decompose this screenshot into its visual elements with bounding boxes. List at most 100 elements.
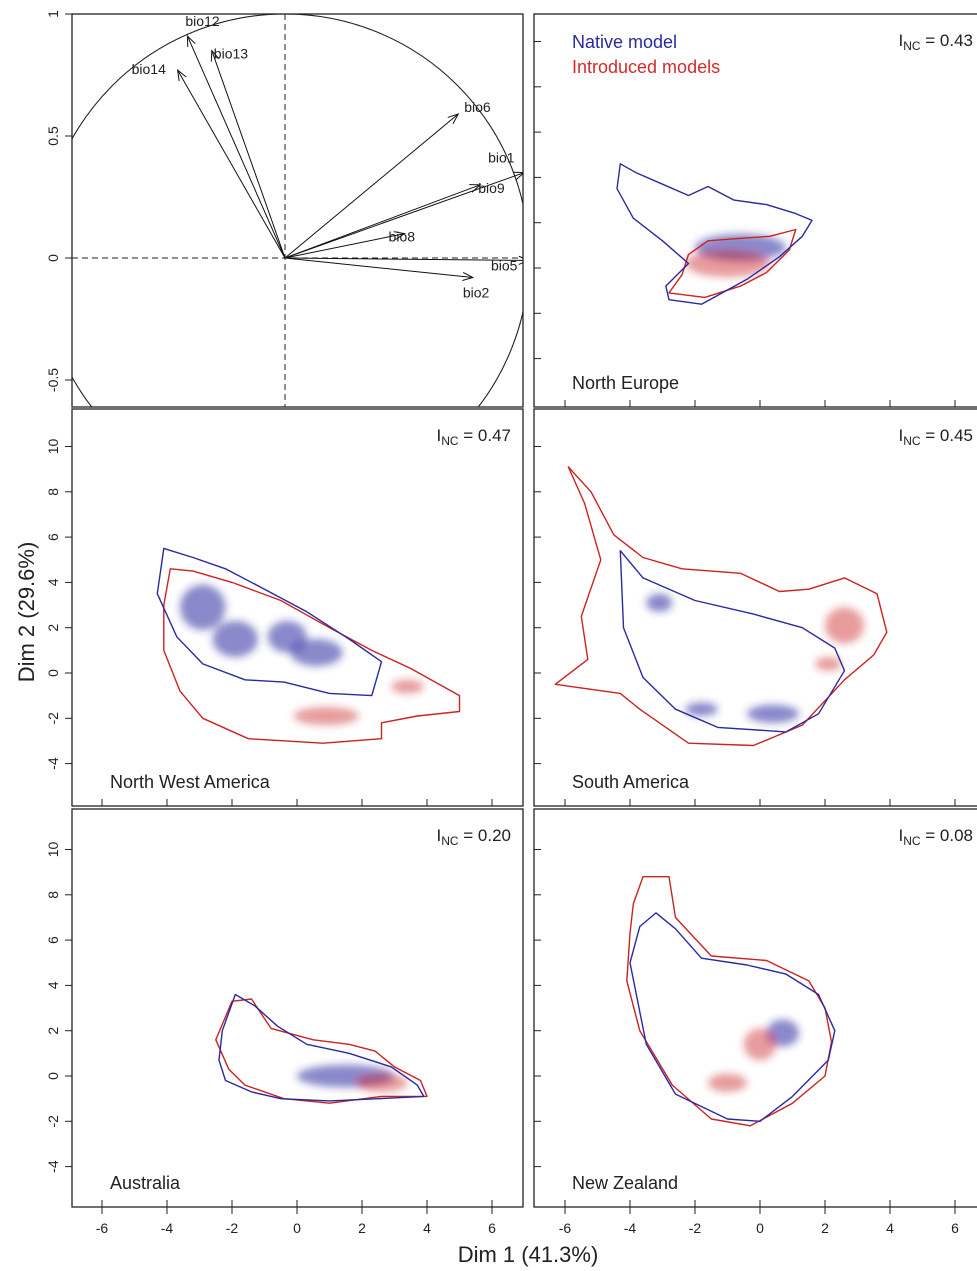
y-tick-label: 8 xyxy=(45,488,61,496)
arrow-head xyxy=(447,113,460,124)
introduced-contour xyxy=(215,998,428,1104)
y-tick-label: -4 xyxy=(45,1160,61,1173)
y-tick-label: 10 xyxy=(45,439,61,455)
loading-arrow xyxy=(186,35,286,259)
new-zealand-panel: -6 -4 -2 0 2 4 6 New Zealand INC = 0.08 xyxy=(533,808,977,1236)
native-density-blob xyxy=(212,620,258,658)
loading-arrow xyxy=(177,69,286,259)
inc-label: INC = 0.43 xyxy=(898,31,973,53)
region-label: North Europe xyxy=(572,373,679,393)
y-tick-label: 8 xyxy=(45,891,61,899)
loading-arrow xyxy=(284,233,405,259)
x-tick-label: 6 xyxy=(951,1220,959,1236)
inc-label: INC = 0.45 xyxy=(898,426,973,448)
y-tick-label: 2 xyxy=(45,1027,61,1035)
y-tick-label: -4 xyxy=(45,757,61,770)
loading-arrow xyxy=(284,172,523,259)
y-axis-label: Dim 2 (29.6%) xyxy=(14,542,39,683)
variable-label-bio9: bio9 xyxy=(478,180,505,196)
south-america-panel: South America INC = 0.45 xyxy=(533,408,977,807)
variable-label-bio8: bio8 xyxy=(389,229,416,245)
y-tick-label: -2 xyxy=(45,712,61,725)
y-tick-label: 0 xyxy=(45,254,61,262)
introduced-density-blob xyxy=(391,679,424,694)
region-label: New Zealand xyxy=(572,1173,678,1193)
introduced-contour xyxy=(163,568,461,744)
y-tick-label: 4 xyxy=(45,981,61,989)
introduced-density-blob xyxy=(293,706,359,726)
plot-area xyxy=(156,547,461,744)
y-tick-label: -0.5 xyxy=(45,368,61,392)
native-contour xyxy=(616,163,813,305)
y-tick-label: 0 xyxy=(45,1072,61,1080)
variable-label-bio14: bio14 xyxy=(132,61,166,77)
y-tick-label: -2 xyxy=(45,1115,61,1128)
x-tick-label: -6 xyxy=(559,1220,572,1236)
native-density-blob xyxy=(180,584,226,630)
inc-label: INC = 0.47 xyxy=(436,426,511,448)
native-contour xyxy=(156,547,383,697)
y-tick-label: 2 xyxy=(45,624,61,632)
region-label: Australia xyxy=(110,1173,181,1193)
y-tick-label: 10 xyxy=(45,842,61,858)
y-tick-label: 0 xyxy=(45,669,61,677)
introduced-density-blob xyxy=(815,657,842,671)
arrow-head xyxy=(518,255,523,265)
density-layer xyxy=(685,234,786,278)
x-tick-label: 6 xyxy=(488,1220,496,1236)
y-tick-label: 4 xyxy=(45,578,61,586)
loading-arrow xyxy=(211,50,286,259)
x-tick-label: -2 xyxy=(226,1220,239,1236)
x-tick-label: -6 xyxy=(96,1220,109,1236)
x-axis-label: Dim 1 (41.3%) xyxy=(458,1242,599,1267)
loading-arrow xyxy=(284,184,481,259)
arrow-head xyxy=(513,171,523,181)
variable-label-bio5: bio5 xyxy=(491,257,518,273)
introduced-contour xyxy=(554,466,888,747)
density-layer xyxy=(646,593,864,723)
native-contour xyxy=(629,912,836,1123)
x-tick-label: -2 xyxy=(689,1220,702,1236)
arrow-head xyxy=(462,271,475,282)
panel-frame xyxy=(71,808,524,1208)
panel-frame xyxy=(533,808,977,1208)
native-density-blob xyxy=(685,702,718,717)
inc-label: INC = 0.20 xyxy=(436,826,511,848)
arrow-head xyxy=(186,34,196,47)
arrow-head xyxy=(393,231,406,241)
region-label: South America xyxy=(572,772,690,792)
introduced-density-blob xyxy=(743,1028,777,1061)
variable-label-bio1: bio1 xyxy=(488,150,515,166)
x-tick-label: -4 xyxy=(161,1220,174,1236)
inc-label: INC = 0.08 xyxy=(898,826,973,848)
y-tick-label: 0.5 xyxy=(45,126,61,146)
region-label: North West America xyxy=(110,772,271,792)
introduced-density-blob xyxy=(685,249,770,278)
legend-native: Native model xyxy=(572,32,677,52)
x-tick-label: 2 xyxy=(358,1220,366,1236)
native-density-blob xyxy=(646,593,673,612)
loading-arrow xyxy=(284,113,459,259)
north-europe-panel: North Europe INC = 0.43 xyxy=(533,13,977,408)
native-density-blob xyxy=(747,704,799,723)
variable-label-bio12: bio12 xyxy=(185,13,219,29)
density-layer xyxy=(708,1019,799,1092)
x-tick-label: 4 xyxy=(423,1220,431,1236)
arrow-head xyxy=(469,184,482,193)
arrow-head xyxy=(176,68,187,82)
variable-label-bio2: bio2 xyxy=(463,285,490,301)
plot-area xyxy=(616,163,813,305)
variable-label-bio6: bio6 xyxy=(464,99,491,115)
introduced-density-blob xyxy=(708,1073,747,1092)
native-density-blob xyxy=(290,639,343,667)
variable-label-bio13: bio13 xyxy=(214,46,248,62)
x-tick-label: 4 xyxy=(886,1220,894,1236)
loading-arrow xyxy=(284,257,523,261)
y-tick-label: 6 xyxy=(45,936,61,944)
australia-panel: -6 -4 -2 0 2 4 6 -4 -2 0 2 4 6 8 10 Australia INC = 0.20 xyxy=(45,808,524,1236)
x-tick-label: 0 xyxy=(293,1220,301,1236)
plot-area xyxy=(626,876,836,1127)
introduced-contour xyxy=(668,228,797,299)
